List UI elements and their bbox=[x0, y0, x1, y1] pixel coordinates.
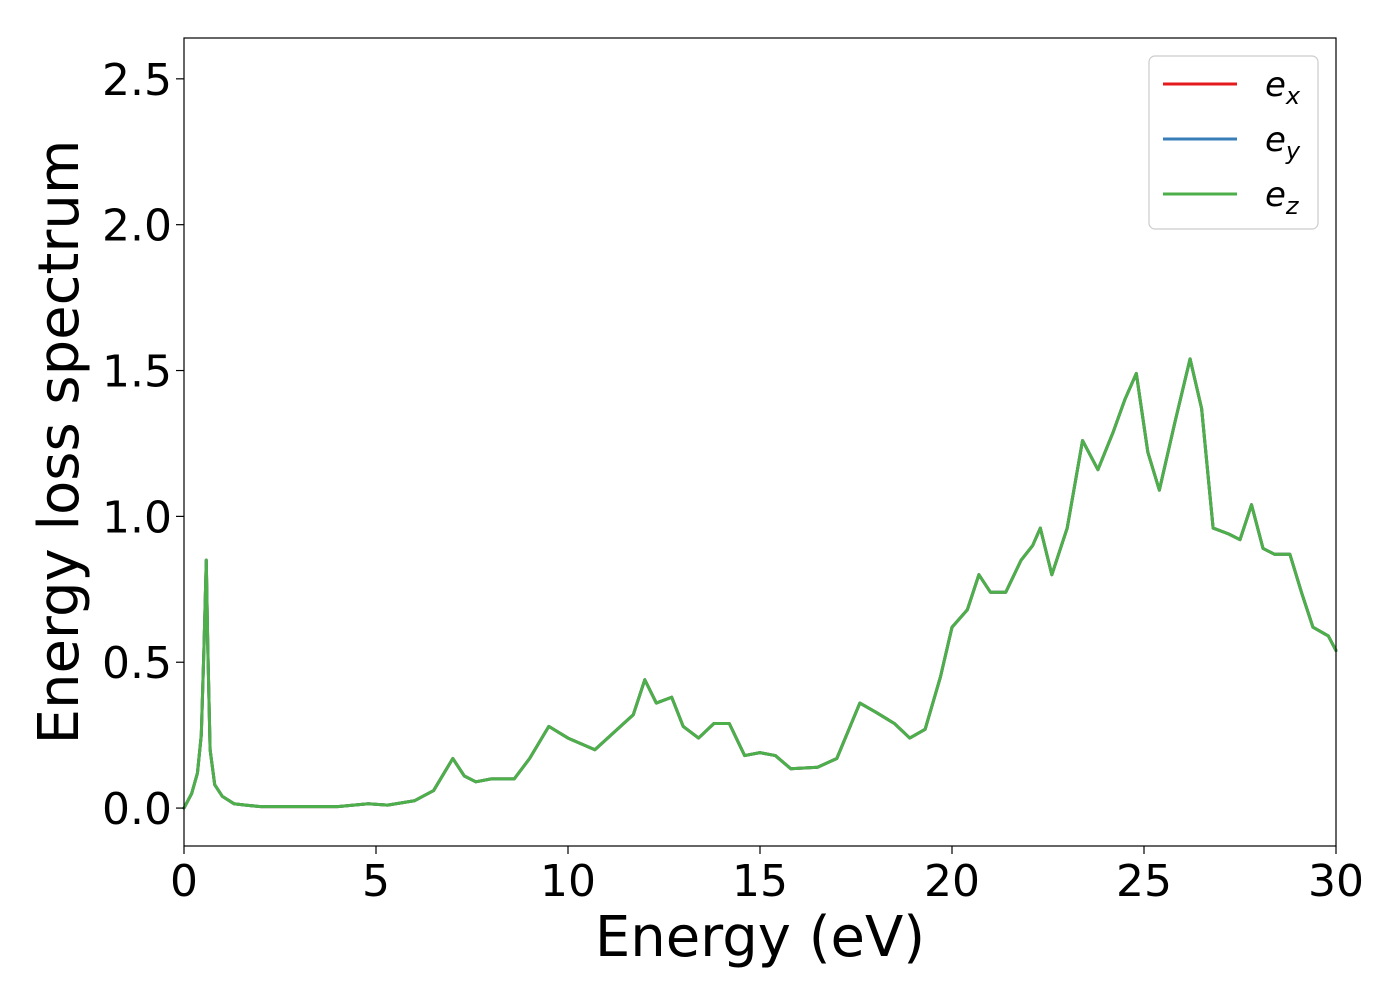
y-axis: 0.0 0.5 1.0 1.5 2.0 2.5 bbox=[102, 55, 184, 835]
y-tick-label: 2.5 bbox=[102, 55, 172, 106]
x-tick-label: 0 bbox=[170, 856, 198, 907]
legend-box bbox=[1148, 55, 1319, 230]
x-tick-label: 15 bbox=[732, 856, 788, 907]
legend-label-e-y: ey bbox=[1265, 120, 1301, 165]
x-tick-label: 20 bbox=[924, 856, 980, 907]
y-tick-label: 0.5 bbox=[102, 638, 172, 689]
legend-label-e-x: ex bbox=[1265, 65, 1301, 110]
x-tick-label: 30 bbox=[1308, 856, 1364, 907]
legend: ex ey ez bbox=[1148, 55, 1319, 230]
x-tick-label: 10 bbox=[540, 856, 596, 907]
x-axis-title: Energy (eV) bbox=[595, 905, 925, 970]
y-tick-label: 1.5 bbox=[102, 347, 172, 398]
x-tick-label: 25 bbox=[1116, 856, 1172, 907]
y-tick-label: 1.0 bbox=[102, 492, 172, 543]
y-tick-label: 0.0 bbox=[102, 784, 172, 835]
y-tick-label: 2.0 bbox=[102, 201, 172, 252]
y-axis-title: Energy loss spectrum bbox=[27, 140, 92, 745]
x-tick-label: 5 bbox=[362, 856, 390, 907]
series-line-e-z bbox=[182, 357, 1338, 810]
series-layer bbox=[182, 357, 1338, 810]
legend-label-e-z: ez bbox=[1265, 175, 1300, 220]
x-axis: 0 5 10 15 20 25 30 bbox=[170, 846, 1364, 907]
